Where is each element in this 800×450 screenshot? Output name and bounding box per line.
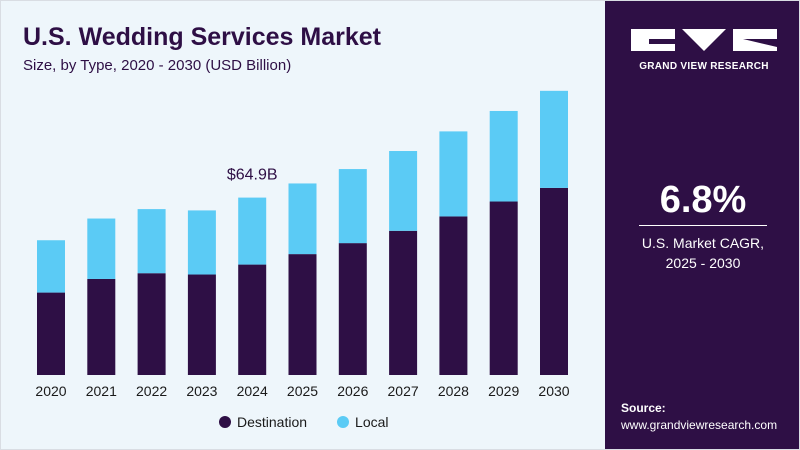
x-tick-label: 2024 bbox=[237, 383, 268, 399]
brand-logo: GRAND VIEW RESEARCH bbox=[631, 27, 777, 77]
bar-destination-2030 bbox=[540, 187, 568, 375]
bar-destination-2029 bbox=[489, 201, 518, 375]
cagr-label-line2: 2025 - 2030 bbox=[665, 255, 741, 271]
bar-local-2030 bbox=[540, 90, 568, 188]
x-tick-label: 2021 bbox=[86, 383, 117, 399]
bar-local-2023 bbox=[187, 210, 216, 275]
legend-label-destination: Destination bbox=[237, 414, 308, 430]
x-tick-label: 2020 bbox=[35, 383, 66, 399]
legend-swatch-destination bbox=[219, 416, 231, 428]
bar-destination-2022 bbox=[137, 273, 166, 375]
bar-local-2029 bbox=[489, 110, 518, 202]
legend-swatch-local bbox=[337, 416, 350, 428]
chart-legend: Destination Local bbox=[219, 412, 389, 432]
x-tick-label: 2025 bbox=[287, 383, 318, 399]
chart-subtitle: Size, by Type, 2020 - 2030 (USD Billion) bbox=[23, 57, 292, 74]
bar-destination-2027 bbox=[389, 230, 418, 375]
bar-destination-2020 bbox=[37, 292, 65, 375]
bar-local-2028 bbox=[439, 131, 468, 217]
chart-title: U.S. Wedding Services Market bbox=[23, 23, 381, 51]
chart-panel: U.S. Wedding Services Market Size, by Ty… bbox=[1, 1, 605, 449]
x-tick-label: 2023 bbox=[186, 383, 217, 399]
cagr-divider bbox=[639, 225, 767, 226]
bar-local-2027 bbox=[389, 151, 418, 231]
cagr-label-line1: U.S. Market CAGR, bbox=[641, 235, 765, 251]
x-tick-label: 2027 bbox=[388, 383, 419, 399]
bar-local-2021 bbox=[87, 218, 116, 279]
stacked-bar-chart: 2020 2021 2022 2023 2024 $64.9B 2025 2026 2027 20… bbox=[35, 90, 570, 399]
brand-name: GRAND VIEW RESEARCH bbox=[639, 61, 769, 72]
bar-destination-2028 bbox=[439, 216, 468, 375]
x-tick-label: 2026 bbox=[337, 383, 368, 399]
bar-local-2025 bbox=[288, 183, 317, 255]
bar-local-2024 bbox=[238, 197, 267, 265]
bar-local-2026 bbox=[338, 169, 367, 244]
legend-label-local: Local bbox=[355, 414, 389, 430]
bar-local-2020 bbox=[37, 240, 65, 293]
source-link[interactable]: www.grandviewresearch.com bbox=[621, 418, 778, 432]
cagr-label: U.S. Market CAGR, 2025 - 2030 bbox=[605, 233, 799, 273]
bar-annotation-label: $64.9B bbox=[227, 167, 278, 184]
bar-destination-2025 bbox=[288, 254, 317, 375]
bar-destination-2021 bbox=[87, 278, 116, 375]
source-label: Source: bbox=[621, 401, 666, 415]
bar-destination-2023 bbox=[187, 274, 216, 375]
x-tick-label: 2028 bbox=[438, 383, 469, 399]
legend-item-local: Local bbox=[337, 414, 389, 430]
bar-destination-2026 bbox=[338, 243, 367, 375]
x-tick-label: 2029 bbox=[488, 383, 519, 399]
gvr-logo-icon bbox=[631, 29, 777, 51]
bar-destination-2024 bbox=[238, 264, 267, 375]
legend-item-destination: Destination bbox=[219, 414, 307, 430]
summary-panel: GRAND VIEW RESEARCH 6.8% U.S. Market CAG… bbox=[605, 1, 799, 449]
x-tick-label: 2022 bbox=[136, 383, 167, 399]
cagr-value: 6.8% bbox=[659, 179, 747, 221]
bar-local-2022 bbox=[137, 209, 166, 274]
x-tick-label: 2030 bbox=[538, 383, 569, 399]
